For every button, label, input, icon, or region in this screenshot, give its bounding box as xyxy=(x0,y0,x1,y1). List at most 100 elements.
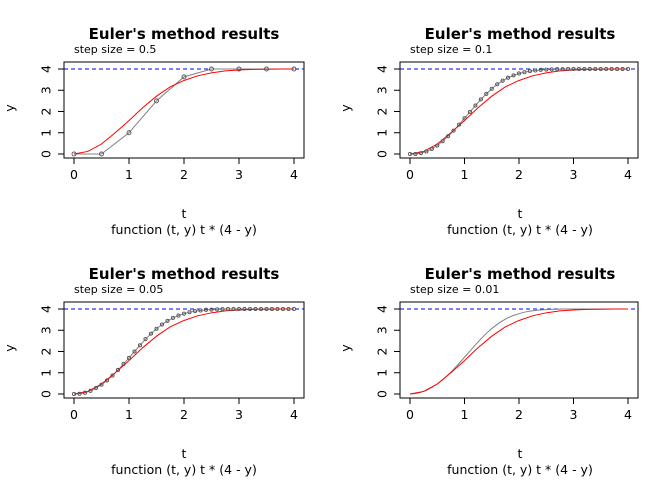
euler-point xyxy=(253,306,258,312)
y-tick-label: 0 xyxy=(375,390,390,398)
euler-point xyxy=(71,391,77,397)
y-tick-label: 4 xyxy=(375,305,390,313)
euler-point xyxy=(549,67,554,72)
y-tick-label: 4 xyxy=(39,305,54,313)
euler-point xyxy=(291,306,297,312)
y-tick-label: 1 xyxy=(375,129,390,137)
euler-point xyxy=(203,307,209,312)
y-tick-label: 2 xyxy=(39,108,54,116)
euler-point xyxy=(571,66,576,72)
panel-subtitle: step size = 0.5 xyxy=(74,43,156,56)
euler-point xyxy=(544,67,549,72)
panel-title: Euler's method results xyxy=(89,265,280,283)
euler-point xyxy=(165,318,170,323)
x-tick-label: 2 xyxy=(515,167,523,182)
function-label: function (t, y) t * (4 - y) xyxy=(111,222,257,237)
euler-point xyxy=(451,128,456,133)
y-tick-label: 3 xyxy=(39,86,54,94)
panel-step-0.1: Euler's method results step size = 0.1 y… xyxy=(338,25,639,237)
euler-point xyxy=(533,68,538,73)
y-tick-label: 2 xyxy=(39,348,54,356)
euler-point xyxy=(170,315,176,320)
euler-point xyxy=(413,151,418,157)
y-tick-label: 1 xyxy=(39,129,54,137)
y-tick-label: 3 xyxy=(39,326,54,334)
euler-point xyxy=(280,306,286,312)
y-tick-label: 1 xyxy=(39,369,54,377)
euler-point xyxy=(495,82,500,87)
euler-point xyxy=(593,66,598,72)
euler-point xyxy=(473,103,478,108)
euler-series-line xyxy=(409,308,628,395)
euler-point xyxy=(609,66,614,72)
euler-point xyxy=(242,306,247,312)
euler-point xyxy=(555,67,560,72)
euler-point xyxy=(435,143,440,148)
plot-area: 0 1 2 3 4 0 1 2 3 4 xyxy=(39,301,305,422)
x-tick-label: 0 xyxy=(70,167,78,182)
x-axis-label: t xyxy=(518,206,523,221)
euler-point xyxy=(511,73,516,78)
euler-point xyxy=(126,355,132,360)
x-tick-label: 2 xyxy=(180,167,188,182)
euler-point xyxy=(506,75,511,80)
euler-point xyxy=(104,378,110,383)
euler-point xyxy=(456,122,462,127)
euler-point xyxy=(566,66,571,72)
plot-frame xyxy=(399,301,639,399)
euler-point xyxy=(115,367,121,373)
panel-subtitle: step size = 0.1 xyxy=(410,43,492,56)
euler-point xyxy=(538,67,543,72)
exact-series-line xyxy=(73,68,294,155)
y-tick-label: 2 xyxy=(375,108,390,116)
euler-point xyxy=(424,149,429,154)
euler-series-line xyxy=(74,68,294,155)
euler-point xyxy=(126,130,132,136)
euler-point xyxy=(192,309,198,314)
euler-point xyxy=(154,98,159,104)
euler-point xyxy=(625,66,631,72)
euler-point xyxy=(582,66,587,72)
euler-point xyxy=(181,311,187,316)
euler-point xyxy=(110,373,115,378)
plot-area: 0 1 2 3 4 0 1 2 3 4 xyxy=(375,301,639,422)
y-tick-label: 4 xyxy=(375,65,390,73)
euler-point xyxy=(148,331,154,336)
x-axis-label: t xyxy=(518,446,523,461)
x-tick-label: 1 xyxy=(125,407,133,422)
x-tick-label: 0 xyxy=(406,407,414,422)
euler-point xyxy=(440,139,445,144)
euler-point xyxy=(467,109,473,114)
y-tick-label: 3 xyxy=(375,86,390,94)
panel-subtitle: step size = 0.01 xyxy=(410,283,499,296)
panel-step-0.05: Euler's method results step size = 0.05 … xyxy=(2,265,305,477)
euler-point xyxy=(527,69,532,74)
euler-point xyxy=(236,306,242,312)
euler-point xyxy=(429,146,434,151)
plot-area: 0 1 2 3 4 0 1 2 3 4 xyxy=(39,61,305,182)
euler-point xyxy=(478,97,483,102)
x-tick-label: 4 xyxy=(624,167,632,182)
euler-point xyxy=(286,306,291,312)
exact-series-line xyxy=(73,308,294,395)
euler-point xyxy=(209,66,214,72)
x-tick-label: 3 xyxy=(235,407,243,422)
y-axis-label: y xyxy=(338,104,353,112)
y-tick-label: 0 xyxy=(375,150,390,158)
euler-point xyxy=(198,308,203,313)
y-tick-label: 4 xyxy=(39,65,54,73)
x-axis-label: t xyxy=(182,206,187,221)
euler-point xyxy=(121,361,126,367)
euler-point xyxy=(489,86,494,91)
panel-title: Euler's method results xyxy=(89,25,280,43)
x-tick-label: 0 xyxy=(70,407,78,422)
x-tick-label: 1 xyxy=(461,167,469,182)
euler-series-line xyxy=(73,308,294,395)
euler-point xyxy=(77,391,82,396)
euler-point xyxy=(247,306,253,312)
x-tick-label: 4 xyxy=(290,407,298,422)
euler-point xyxy=(82,390,88,395)
euler-point xyxy=(181,74,187,80)
y-tick-label: 0 xyxy=(39,150,54,158)
